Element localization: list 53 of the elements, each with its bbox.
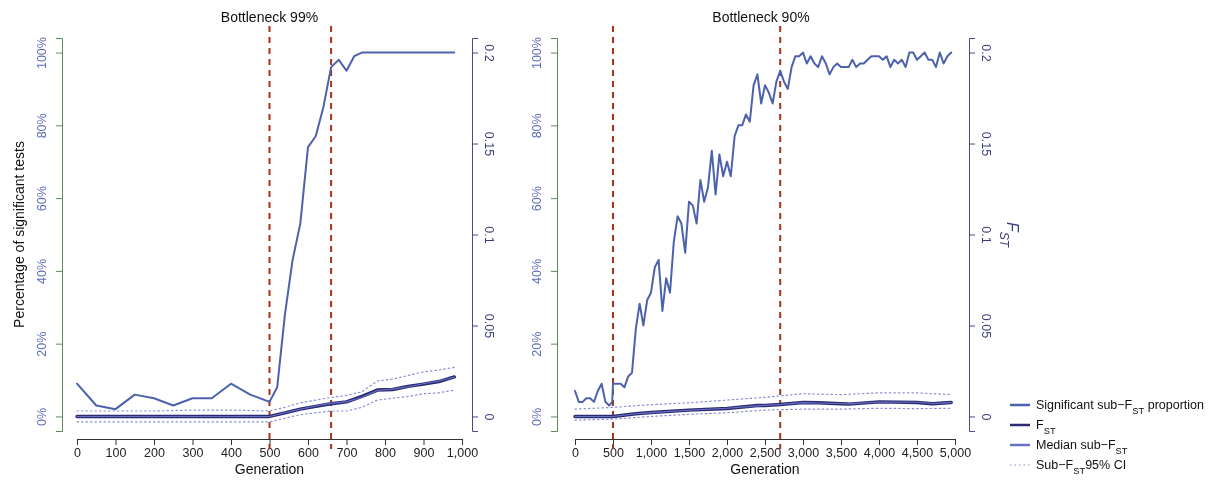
x-tick-label: 0 [74,445,82,460]
x-tick-label: 200 [144,445,165,460]
x-tick-label: 900 [413,445,435,460]
y2-tick-label: 0.1 [482,226,496,244]
x-tick-label: 2,000 [711,445,744,460]
y-tick-label: 0% [35,407,49,426]
x-tick-label: 3,000 [787,445,820,460]
legend-label: Significant sub−F$_{ST}$ proportion [1036,398,1205,416]
x-tick-label: 500 [603,445,624,460]
chart-title: Bottleneck 99% [220,9,319,25]
y2-tick-label: 0.2 [979,44,993,62]
x-tick-label: 300 [182,445,204,460]
y2-tick-label: 0.2 [482,44,496,62]
x-tick-label: 1,000 [446,445,479,460]
chart-title: Bottleneck 90% [712,9,810,25]
y2-tick-label: 0.1 [979,226,993,244]
x-tick-label: 400 [221,445,242,460]
x-tick-label: 1,000 [635,445,668,460]
y-tick-label: 80% [530,113,544,139]
x-axis-title: Generation [234,461,305,477]
y2-tick-label: 0.15 [482,131,496,157]
y-tick-label: 60% [35,186,49,212]
x-tick-label: 1,500 [673,445,706,460]
y-tick-label: 60% [530,186,544,212]
x-tick-label: 4,500 [901,445,934,460]
y-tick-label: 40% [530,258,544,284]
legend-label: Sub−F$_{ST}$95% CI [1036,458,1127,476]
x-tick-label: 500 [259,445,281,460]
y2-tick-label: 0 [482,413,496,421]
x-tick-label: 800 [375,445,396,460]
y-tick-label: 100% [35,37,49,70]
y2-tick-label: 0.05 [482,313,496,339]
y-tick-label: 80% [35,113,49,139]
y-tick-label: 20% [530,331,544,357]
x-tick-label: 2,500 [749,445,782,460]
x-tick-label: 600 [298,445,319,460]
x-tick-label: 100 [105,445,127,460]
y2-tick-label: 0 [979,413,993,421]
y-tick-label: 20% [35,331,49,357]
x-tick-label: 0 [572,445,580,460]
legend-label: Median sub−F$_{ST}$ [1036,438,1128,456]
y-axis-title: Percentage of significant tests [11,141,27,328]
x-tick-label: 4,000 [863,445,896,460]
legend-label: F$_{ST}$ [1036,418,1056,436]
y2-tick-label: 0.15 [979,131,993,157]
x-tick-label: 5,000 [939,445,972,460]
x-tick-label: 700 [336,445,358,460]
y-tick-label: 0% [530,407,544,426]
x-axis-title: Generation [730,461,800,477]
y-tick-label: 100% [530,37,544,70]
y-tick-label: 40% [35,258,49,284]
y2-tick-label: 0.05 [979,313,993,339]
x-tick-label: 3,500 [825,445,858,460]
